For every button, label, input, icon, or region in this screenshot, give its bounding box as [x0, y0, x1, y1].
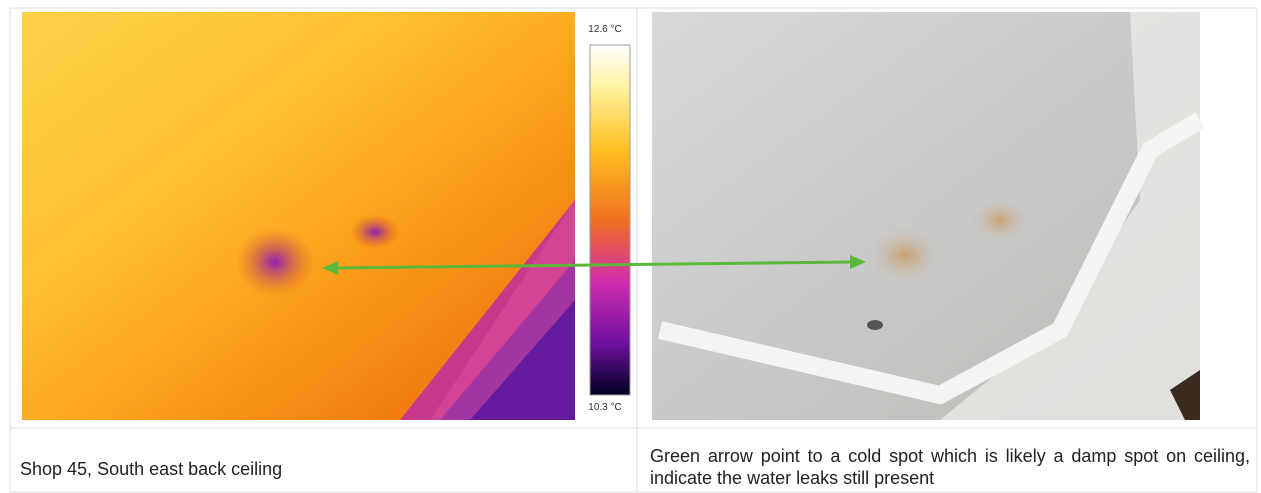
ceiling-photo — [652, 12, 1200, 420]
thermal-image — [22, 12, 575, 420]
caption-right: Green arrow point to a cold spot which i… — [650, 445, 1250, 489]
caption-left: Shop 45, South east back ceiling — [20, 458, 620, 480]
document-table: 12.6 °C 10.3 °C — [0, 0, 1261, 493]
page: 12.6 °C 10.3 °C Shop 45, South east back… — [0, 0, 1261, 493]
scale-min-label: 10.3 °C — [588, 402, 621, 413]
scale-max-label: 12.6 °C — [588, 24, 621, 35]
color-scale — [590, 45, 630, 395]
